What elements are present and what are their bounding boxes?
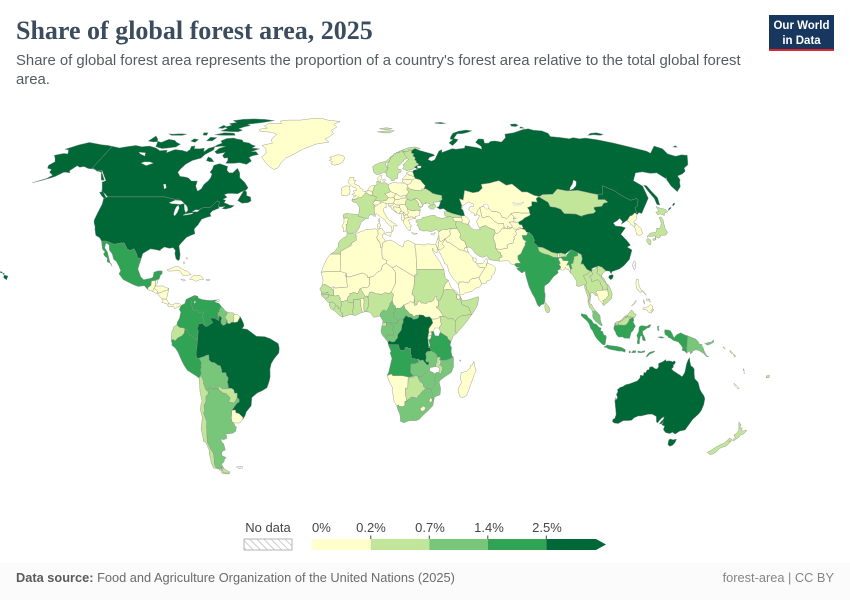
svg-text:2.5%: 2.5% [532,520,562,535]
svg-text:1.4%: 1.4% [474,520,504,535]
svg-text:No data: No data [245,520,291,535]
svg-text:0%: 0% [312,520,331,535]
svg-text:0.2%: 0.2% [356,520,386,535]
svg-text:0.7%: 0.7% [415,520,445,535]
